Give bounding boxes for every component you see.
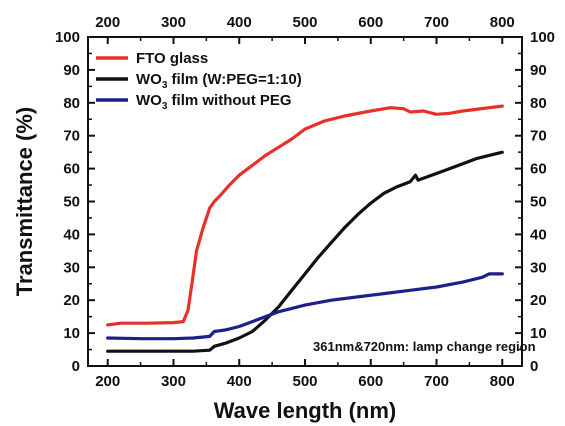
x-tick-label-top: 600 (358, 14, 383, 31)
tick-layer: 2002003003004004005005006006007007008008… (55, 14, 555, 390)
series-line-3 (106, 272, 504, 341)
y-tick-label-left: 50 (63, 194, 80, 211)
y-tick-label-left: 30 (63, 259, 80, 276)
x-tick-label-bottom: 400 (227, 373, 252, 390)
x-tick-label-top: 500 (292, 14, 317, 31)
legend-label-3: WO3 film without PEG (136, 92, 292, 112)
legend-label-1: FTO glass (136, 50, 208, 67)
x-tick-label-top: 400 (227, 14, 252, 31)
y-tick-label-right: 40 (530, 226, 547, 243)
series-layer (106, 104, 504, 353)
y-tick-label-right: 70 (530, 128, 547, 145)
x-tick-label-bottom: 600 (358, 373, 383, 390)
x-tick-label-bottom: 200 (95, 373, 120, 390)
y-tick-label-left: 60 (63, 161, 80, 178)
series-line-2 (106, 150, 504, 353)
x-tick-label-bottom: 500 (292, 373, 317, 390)
y-axis-title: Transmittance (%) (12, 107, 37, 297)
annotation-lamp-change: 361nm&720nm: lamp change region (313, 339, 536, 354)
y-tick-label-right: 10 (530, 325, 547, 342)
x-tick-label-bottom: 700 (424, 373, 449, 390)
y-tick-label-left: 70 (63, 128, 80, 145)
y-tick-label-right: 100 (530, 29, 555, 46)
y-tick-label-right: 20 (530, 292, 547, 309)
y-tick-label-right: 50 (530, 194, 547, 211)
y-tick-label-left: 100 (55, 29, 80, 46)
x-tick-label-bottom: 800 (490, 373, 515, 390)
legend-label-2: WO3 film (W:PEG=1:10) (136, 71, 302, 91)
y-tick-label-right: 90 (530, 62, 547, 79)
x-tick-label-top: 800 (490, 14, 515, 31)
y-tick-label-right: 0 (530, 358, 538, 375)
y-tick-label-left: 80 (63, 95, 80, 112)
y-tick-label-right: 30 (530, 259, 547, 276)
x-tick-label-bottom: 300 (161, 373, 186, 390)
plot-frame (87, 36, 523, 367)
legend: FTO glass WO3 film (W:PEG=1:10)WO3 film w… (96, 50, 302, 112)
y-tick-label-right: 80 (530, 95, 547, 112)
series-line-1 (106, 104, 504, 327)
x-tick-label-top: 300 (161, 14, 186, 31)
y-tick-label-left: 10 (63, 325, 80, 342)
y-tick-label-left: 0 (72, 358, 80, 375)
y-tick-label-right: 60 (530, 161, 547, 178)
y-tick-label-left: 40 (63, 226, 80, 243)
x-tick-label-top: 200 (95, 14, 120, 31)
x-tick-label-top: 700 (424, 14, 449, 31)
y-tick-label-left: 90 (63, 62, 80, 79)
y-tick-label-left: 20 (63, 292, 80, 309)
x-axis-title: Wave length (nm) (214, 398, 397, 423)
